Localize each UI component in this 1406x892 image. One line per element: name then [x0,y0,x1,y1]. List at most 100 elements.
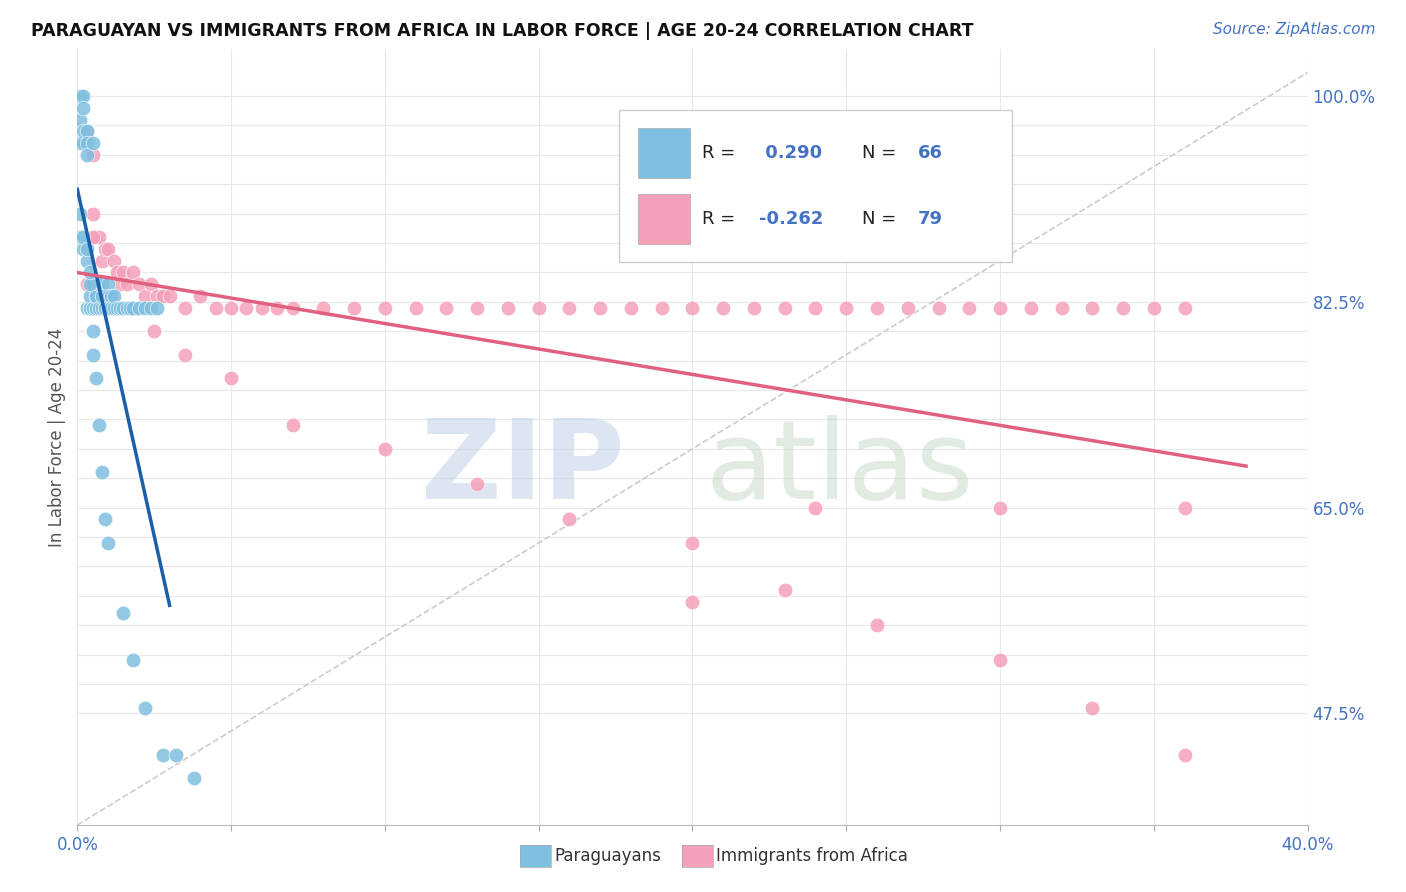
Point [235,301,257,315]
Point [620,301,643,315]
Point [87,418,110,433]
Text: 79: 79 [918,210,942,228]
Point [1081,301,1104,315]
Point [121,301,143,315]
Point [374,301,396,315]
Text: -0.262: -0.262 [759,210,824,228]
Point [90,277,114,292]
Point [90,289,114,303]
Point [804,301,827,315]
Point [69,136,91,150]
Point [97,277,120,292]
Point [141,301,163,315]
Point [82,301,104,315]
Point [1174,500,1197,515]
Text: R =: R = [703,144,741,162]
Point [82,148,104,162]
Point [159,289,181,303]
Point [97,242,120,256]
Point [1019,301,1042,315]
Point [988,500,1011,515]
Text: 66: 66 [918,144,942,162]
Point [651,301,673,315]
Point [72,89,94,103]
Point [465,301,488,315]
Point [76,301,98,315]
Point [87,230,110,244]
Point [957,301,980,315]
Point [90,277,114,292]
Text: Immigrants from Africa: Immigrants from Africa [716,847,907,865]
Point [436,301,458,315]
FancyBboxPatch shape [638,128,690,178]
Point [76,124,98,138]
Point [804,500,827,515]
Point [72,124,94,138]
Point [79,277,101,292]
Point [143,324,166,338]
Point [94,301,117,315]
Point [121,265,143,279]
Point [94,301,117,315]
Point [110,301,132,315]
Point [988,653,1011,667]
Point [69,207,91,221]
Point [87,277,110,292]
Point [100,289,122,303]
Point [94,242,117,256]
Point [79,289,101,303]
Point [90,466,114,480]
Point [82,301,104,315]
Point [72,101,94,115]
Point [76,124,98,138]
Point [219,371,242,385]
Point [496,301,519,315]
Text: R =: R = [703,210,741,228]
Point [174,301,197,315]
Point [110,277,132,292]
Point [84,371,107,385]
Point [103,253,125,268]
Point [134,700,156,714]
Point [82,348,104,362]
Point [527,301,550,315]
Point [69,112,91,127]
Point [250,301,273,315]
Point [82,136,104,150]
Point [773,582,796,597]
Point [152,289,174,303]
Point [281,418,304,433]
Point [69,230,91,244]
Point [76,253,98,268]
Point [103,289,125,303]
Point [121,653,143,667]
Point [374,442,396,456]
Point [711,301,734,315]
Point [866,618,889,632]
Point [87,301,110,315]
Point [835,301,858,315]
Point [128,277,150,292]
Point [1143,301,1166,315]
Point [188,289,212,303]
Text: Paraguayans: Paraguayans [554,847,661,865]
Point [1050,301,1073,315]
Text: ZIP: ZIP [422,415,624,522]
Point [90,301,114,315]
Point [115,277,138,292]
Point [105,265,128,279]
Point [1112,301,1135,315]
Point [115,301,138,315]
Point [1174,301,1197,315]
Point [76,277,98,292]
Point [94,512,117,526]
Point [1174,747,1197,762]
Point [79,301,101,315]
Point [72,136,94,150]
Point [103,301,125,315]
Point [112,301,135,315]
Point [1081,700,1104,714]
Point [183,771,205,785]
FancyBboxPatch shape [638,194,690,244]
Point [112,607,135,621]
